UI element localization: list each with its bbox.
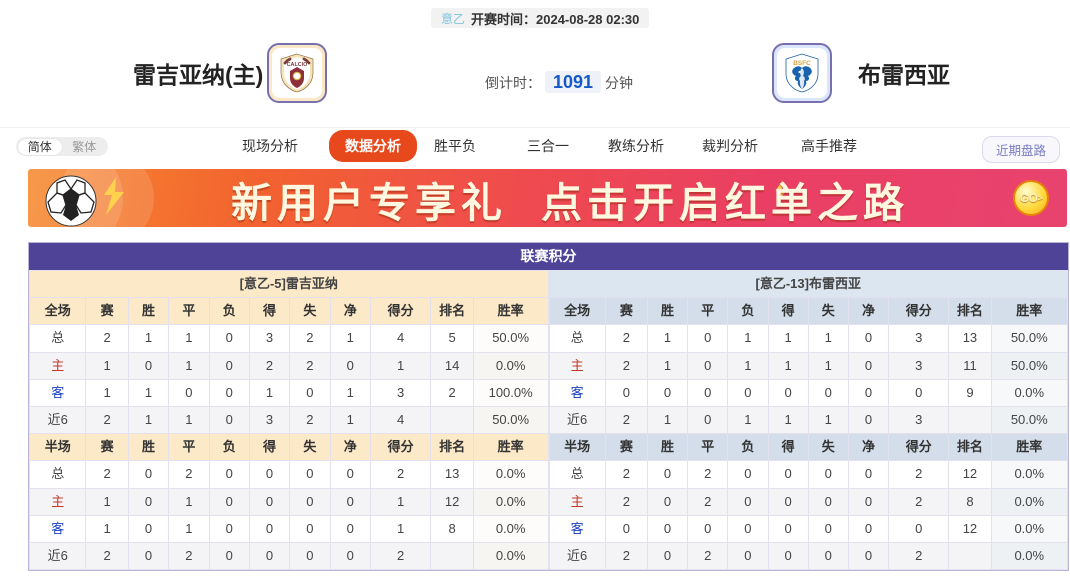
svg-text:BSFC: BSFC bbox=[793, 60, 811, 67]
